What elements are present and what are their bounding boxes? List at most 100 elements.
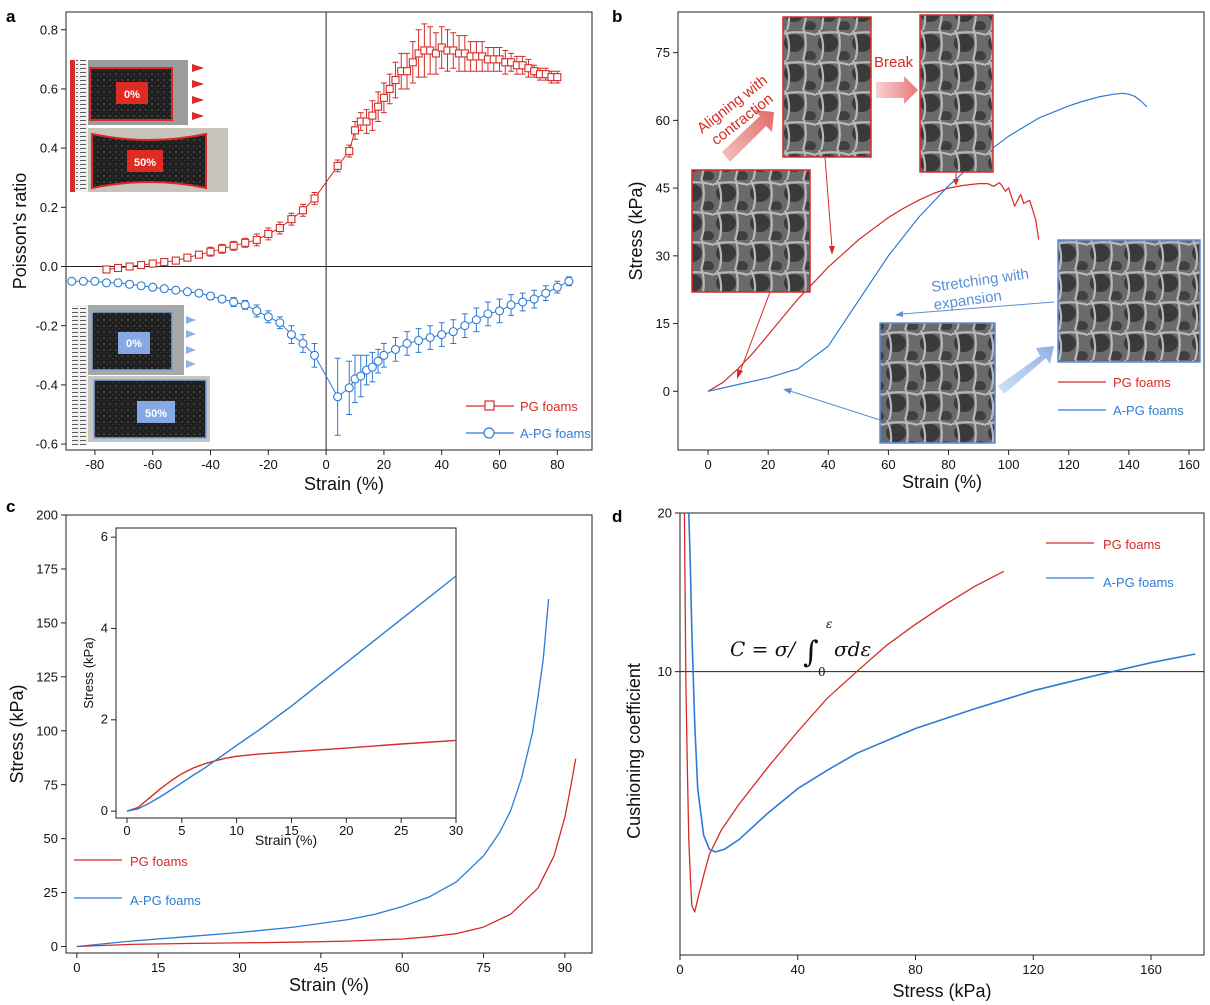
panel-a-letter: a (6, 7, 16, 26)
legend-c-pg: PG foams (130, 854, 188, 869)
sem-image-pg-3 (920, 15, 993, 172)
panel-b: b 02040608010012014016001530456075 Alig (612, 7, 1204, 492)
panel-b-xtick-label: 160 (1178, 457, 1200, 472)
panel-c-letter: c (6, 497, 15, 516)
panel-a-xtick-label: -20 (259, 457, 278, 472)
panel-c-inset-xtick-label: 10 (229, 823, 243, 838)
panel-c-ytick-label: 0 (51, 939, 58, 954)
panel-c-ylabel: Stress (kPa) (7, 684, 27, 783)
panel-d-xtick-label: 0 (676, 962, 683, 977)
inset-red-ruler (70, 60, 75, 192)
panel-c-legend: PG foams A-PG foams (74, 854, 201, 908)
panel-b-xtick-label: 40 (821, 457, 835, 472)
integral-upper: ε (826, 617, 832, 631)
panel-d-xlabel: Stress (kPa) (892, 981, 991, 1001)
panel-c-ytick-label: 100 (36, 723, 58, 738)
panel-c-xtick-label: 0 (73, 960, 80, 975)
panel-a-ytick-label: 0.4 (40, 141, 58, 156)
panel-c-inset-xtick-label: 25 (394, 823, 408, 838)
panel-c-inset-ylabel: Stress (kPa) (81, 637, 96, 709)
cushioning-formula: C = σ/ (730, 637, 797, 661)
data-point-apg (137, 282, 145, 290)
data-point-pg (172, 257, 179, 264)
panel-c-ytick-label: 75 (44, 777, 58, 792)
panel-b-xtick-label: 80 (941, 457, 955, 472)
panel-d-letter: d (612, 507, 622, 526)
panel-a-ylabel: Poisson's ratio (10, 173, 30, 290)
data-point-pg (386, 85, 393, 92)
panel-a-xtick-label: 20 (377, 457, 391, 472)
panel-a-ytick-label: 0.2 (40, 200, 58, 215)
panel-d-ylabel: Cushioning coefficient (624, 663, 644, 839)
data-point-pg (207, 248, 214, 255)
data-point-pg (409, 59, 416, 66)
panel-c-inset-xtick-label: 30 (449, 823, 463, 838)
panel-b-ytick-label: 75 (656, 45, 670, 60)
panel-b-xtick-label: 100 (998, 457, 1020, 472)
data-point-apg (438, 331, 446, 339)
legend-d-pg: PG foams (1103, 537, 1161, 552)
panel-b-ytick-label: 45 (656, 181, 670, 196)
annotation-stretching: Stretching with expansion (930, 265, 1036, 314)
data-point-apg (507, 301, 515, 309)
inset-ruler-a2 (72, 305, 88, 445)
panel-a-ytick-label: -0.6 (36, 437, 58, 452)
inset-label-50pct-blue: 50% (145, 408, 167, 420)
panel-b-xtick-label: 140 (1118, 457, 1140, 472)
panel-c-ytick-label: 175 (36, 561, 58, 576)
legend-b-pg: PG foams (1113, 375, 1171, 390)
integral-sign: ∫ (803, 635, 819, 670)
panel-a-xtick-label: 80 (550, 457, 564, 472)
data-point-pg (288, 216, 295, 223)
panel-c: c 01530456075900255075100125150175200 05… (6, 497, 592, 995)
sem-image-apg-2 (1058, 240, 1200, 362)
data-point-apg (241, 301, 249, 309)
panel-b-ytick-label: 60 (656, 113, 670, 128)
data-point-apg (449, 328, 457, 336)
data-point-apg (380, 351, 388, 359)
data-point-apg (391, 345, 399, 353)
data-point-apg (472, 316, 480, 324)
panel-b-legend: PG foams A-PG foams (1058, 375, 1184, 418)
data-point-apg (126, 280, 134, 288)
data-point-apg (276, 319, 284, 327)
data-point-apg (230, 298, 238, 306)
data-point-apg (345, 384, 353, 392)
panel-b-letter: b (612, 7, 622, 26)
panel-c-inset-ytick-label: 4 (101, 620, 108, 635)
data-point-apg (160, 285, 168, 293)
data-point-apg (68, 277, 76, 285)
data-point-apg (218, 295, 226, 303)
data-point-apg (299, 339, 307, 347)
data-point-pg (230, 242, 237, 249)
data-point-pg (334, 162, 341, 169)
panel-c-inset-xtick-label: 0 (123, 823, 130, 838)
legend-c-apg: A-PG foams (130, 893, 201, 908)
data-point-apg (496, 307, 504, 315)
panel-c-inset-xtick-label: 20 (339, 823, 353, 838)
panel-a-xtick-label: 0 (322, 457, 329, 472)
annotation-break: Break (874, 54, 914, 71)
panel-a-xtick-label: -80 (86, 457, 105, 472)
arrow-expansion (998, 346, 1054, 394)
data-point-apg (415, 337, 423, 345)
data-point-apg (102, 279, 110, 287)
data-point-pg (138, 262, 145, 269)
panel-c-xtick-label: 60 (395, 960, 409, 975)
data-point-apg (183, 288, 191, 296)
data-point-apg (519, 298, 527, 306)
panel-c-inset-xlabel: Strain (%) (255, 832, 317, 848)
data-point-pg (276, 225, 283, 232)
data-point-apg (553, 283, 561, 291)
panel-b-xtick-label: 20 (761, 457, 775, 472)
sem-image-pg-2 (783, 17, 871, 157)
data-point-pg (369, 112, 376, 119)
panel-a-ytick-label: 0.0 (40, 259, 58, 274)
panel-d-legend: PG foams A-PG foams (1046, 537, 1174, 590)
data-point-pg (184, 254, 191, 261)
data-point-apg (172, 286, 180, 294)
series-line-apg (689, 513, 1195, 852)
data-point-apg (461, 322, 469, 330)
panel-c-inset-frame (116, 528, 456, 818)
inset-label-0pct-blue: 0% (126, 338, 142, 350)
